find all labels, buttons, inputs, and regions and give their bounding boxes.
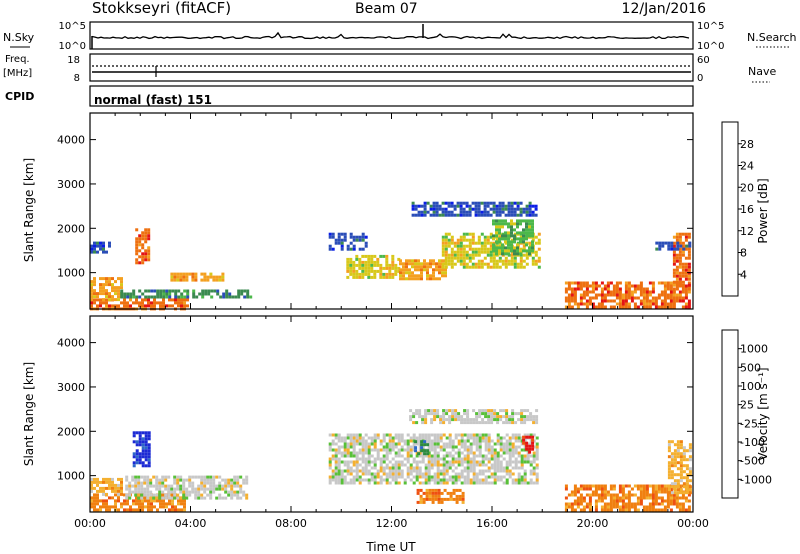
velocity-x-axis: 00:00 04:00 08:00 12:00 16:00 20:00 00:00 — [74, 316, 709, 530]
scatter-region — [399, 259, 447, 281]
x-tick-label: 08:00 — [275, 517, 307, 530]
scatter-region — [90, 241, 111, 254]
scatter-region — [672, 232, 691, 287]
nsky-trace — [91, 31, 690, 40]
scatter-region — [90, 493, 186, 512]
colorbar-frame — [721, 121, 739, 297]
y-tick-label: 1000 — [57, 470, 85, 483]
colorbar-tick-label: 8 — [740, 247, 747, 260]
nsearch-tick-low: 10^0 — [697, 41, 724, 52]
cpid-panel: CPID normal (fast) 151 — [5, 85, 694, 107]
colorbar-tick-label: -100 — [740, 436, 765, 449]
velocity-panel: 1000 2000 3000 4000 00:00 04:00 08:00 12:00 16:… — [22, 315, 772, 554]
colorbar-tick-label: 20 — [740, 181, 754, 194]
velocity-y-axis: 1000 2000 3000 4000 — [57, 337, 693, 483]
scatter-region — [411, 201, 538, 217]
cpid-mode-text: normal (fast) 151 — [94, 93, 212, 107]
power-panel: 1000 2000 3000 4000 Slant Range [km] 4 8 12 16… — [22, 112, 770, 311]
freq-tick-low: 8 — [74, 73, 80, 84]
nsky-tick-low: 10^0 — [59, 41, 86, 52]
freq-unit-label: [MHz] — [3, 68, 32, 79]
scatter-region — [492, 219, 534, 256]
colorbar-tick-label: -1000 — [740, 473, 772, 486]
colorbar-tick-label: 25 — [740, 399, 754, 412]
nsky-frame — [89, 21, 694, 50]
power-y-axis: 1000 2000 3000 4000 — [57, 134, 693, 280]
power-colorbar-label: Power [dB] — [756, 178, 770, 243]
scatter-region — [441, 232, 541, 269]
scatter-region — [564, 484, 691, 512]
colorbar-tick-label: 1000 — [740, 343, 768, 356]
station-title: Stokkseyri (fitACF) — [92, 0, 231, 17]
colorbar-tick-label: 16 — [740, 203, 754, 216]
y-tick-label: 4000 — [57, 337, 85, 350]
scatter-region — [522, 435, 535, 454]
scatter-region — [328, 433, 539, 485]
freq-frame — [89, 53, 694, 82]
x-tick-label: 00:00 — [74, 517, 106, 530]
colorbar-tick-label: 4 — [740, 268, 747, 281]
x-tick-label: 16:00 — [476, 517, 508, 530]
nsky-panel: N.Sky 10^5 10^0 N.Search 10^5 10^0 — [3, 21, 797, 52]
colorbar-tick-label: 100 — [740, 380, 761, 393]
nave-tick-high: 60 — [697, 55, 710, 66]
y-tick-label: 2000 — [57, 425, 85, 438]
nsearch-tick-high: 10^5 — [697, 21, 724, 32]
y-tick-label: 4000 — [57, 134, 85, 147]
velocity-colorbar-label: Velocity [m s⁻¹] — [756, 367, 770, 460]
scatter-region — [135, 228, 151, 265]
nave-tick-low: 0 — [697, 73, 703, 84]
y-tick-label: 1000 — [57, 267, 85, 280]
scatter-region — [90, 277, 123, 302]
scatter-region — [328, 232, 368, 251]
scatter-region — [564, 281, 691, 309]
colorbar-tick-label: -25 — [740, 417, 758, 430]
y-tick-label: 2000 — [57, 222, 85, 235]
nave-label: Nave — [748, 65, 776, 78]
power-x-ticks — [89, 113, 694, 309]
freq-tick-high: 18 — [67, 55, 80, 66]
cpid-label: CPID — [5, 90, 34, 103]
velocity-xlabel: Time UT — [365, 540, 416, 554]
x-tick-label: 04:00 — [175, 517, 207, 530]
beam-title: Beam 07 — [355, 1, 418, 17]
power-heatmap — [90, 201, 692, 311]
power-ylabel: Slant Range [km] — [22, 158, 36, 262]
scatter-region — [120, 289, 253, 299]
scatter-region — [414, 440, 430, 456]
freq-label: Freq. — [5, 54, 30, 65]
velocity-colorbar: 1000 500 100 25 -25 -100 -500 -1000 — [721, 329, 772, 499]
scatter-region — [667, 440, 692, 495]
x-tick-label: 12:00 — [376, 517, 408, 530]
colorbar-frame — [721, 329, 739, 499]
scatter-region — [416, 488, 465, 504]
colorbar-tick-label: 12 — [740, 225, 754, 238]
colorbar-tick-label: -500 — [740, 455, 765, 468]
x-tick-label: 00:00 — [677, 517, 709, 530]
scatter-region — [90, 477, 123, 496]
date-title: 12/Jan/2016 — [622, 1, 707, 17]
y-tick-label: 3000 — [57, 178, 85, 191]
scatter-region — [125, 475, 249, 500]
scatter-region — [170, 272, 225, 282]
nsky-tick-high: 10^5 — [59, 21, 86, 32]
colorbar-tick-label: 24 — [740, 160, 754, 173]
scatter-region — [132, 431, 151, 468]
colorbar-tick-label: 28 — [740, 138, 754, 151]
velocity-ylabel: Slant Range [km] — [22, 362, 36, 466]
power-colorbar: 4 8 12 16 20 24 28 — [721, 121, 754, 297]
scatter-region — [409, 409, 539, 425]
freq-panel: Freq. [MHz] 18 8 60 0 Nave — [3, 53, 776, 84]
x-tick-label: 20:00 — [577, 517, 609, 530]
nsearch-label: N.Search — [747, 31, 797, 44]
colorbar-tick-label: 500 — [740, 361, 761, 374]
cpid-frame — [89, 85, 694, 107]
velocity-heatmap — [90, 409, 692, 512]
scatter-region — [346, 254, 401, 279]
nsky-label: N.Sky — [3, 31, 35, 44]
y-tick-label: 3000 — [57, 381, 85, 394]
scatter-region — [655, 241, 692, 251]
